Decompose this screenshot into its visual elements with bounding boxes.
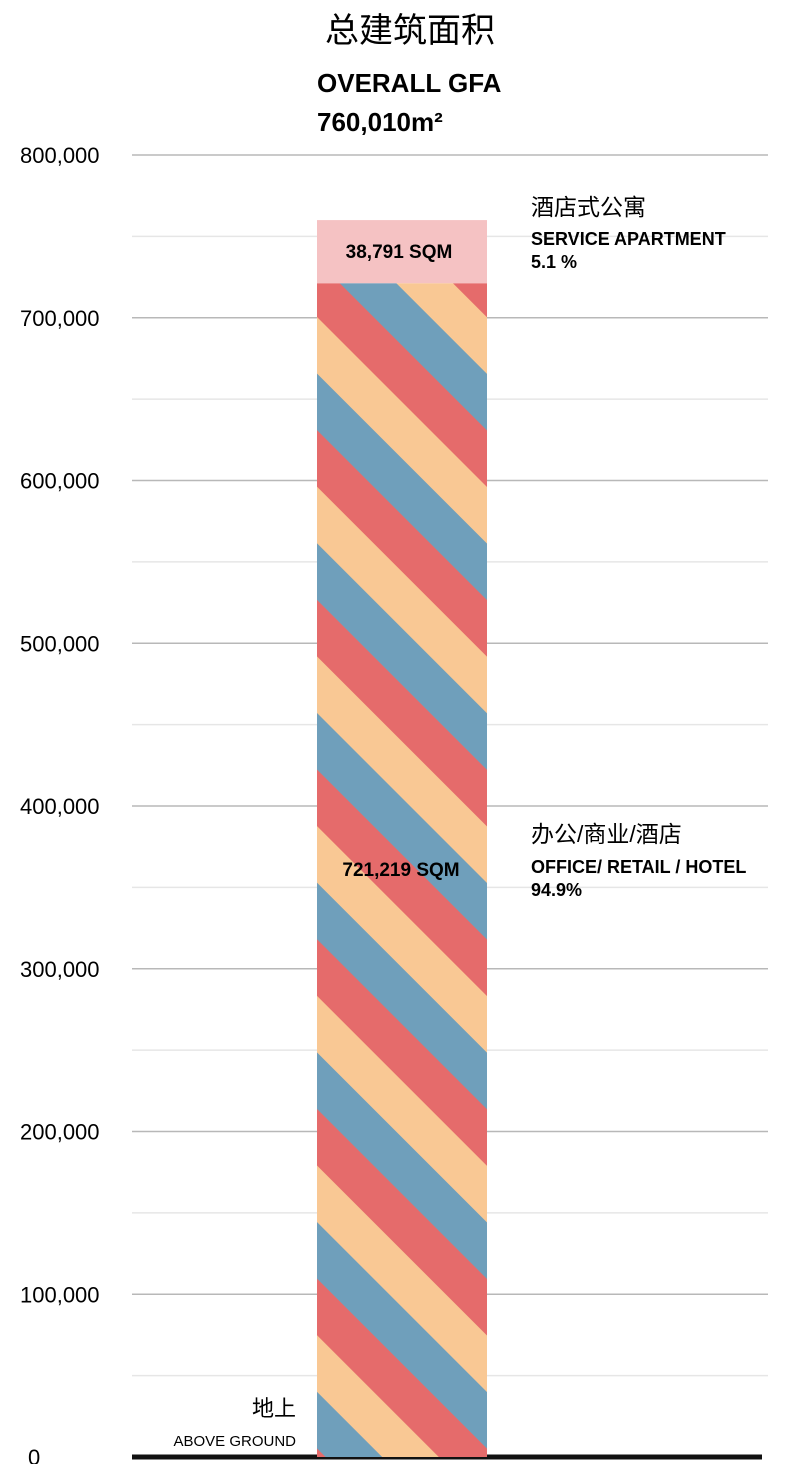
y-tick-label: 200,000 bbox=[20, 1120, 100, 1145]
y-tick-label: 600,000 bbox=[20, 469, 100, 494]
category-label-en: ABOVE GROUND bbox=[173, 1433, 296, 1450]
y-tick-label: 0 bbox=[28, 1445, 40, 1464]
series-percent-office-retail-hotel: 94.9% bbox=[531, 880, 582, 900]
chart-title-en: OVERALL GFA bbox=[317, 68, 502, 98]
y-tick-label: 500,000 bbox=[20, 631, 100, 656]
series-percent-service-apartment: 5.1 % bbox=[531, 252, 577, 272]
bar-segment-office-retail-hotel bbox=[317, 283, 487, 1457]
value-label-service-apartment: 38,791 SQM bbox=[346, 242, 453, 263]
y-tick-label: 400,000 bbox=[20, 794, 100, 819]
y-tick-label: 800,000 bbox=[20, 143, 100, 168]
stacked-bar bbox=[317, 220, 487, 1457]
category-label-zh: 地上 bbox=[252, 1396, 296, 1421]
y-tick-label: 100,000 bbox=[20, 1282, 100, 1307]
y-tick-labels: 0 100,000 200,000 300,000 400,000 500,000 600,… bbox=[20, 143, 100, 1464]
value-label-office-retail-hotel: 721,219 SQM bbox=[342, 860, 459, 881]
y-tick-label: 700,000 bbox=[20, 306, 100, 331]
series-label-en-office-retail-hotel: OFFICE/ RETAIL / HOTEL bbox=[531, 857, 746, 877]
bar-segment-service-apartment bbox=[317, 220, 487, 284]
series-label-en-service-apartment: SERVICE APARTMENT bbox=[531, 229, 726, 249]
y-tick-label: 300,000 bbox=[20, 957, 100, 982]
series-label-zh-office-retail-hotel: 办公/商业/酒店 bbox=[531, 821, 682, 847]
chart-title-zh: 总建筑面积 bbox=[325, 11, 495, 51]
series-label-zh-service-apartment: 酒店式公寓 bbox=[531, 194, 646, 220]
chart-total: 760,010m² bbox=[317, 107, 443, 137]
